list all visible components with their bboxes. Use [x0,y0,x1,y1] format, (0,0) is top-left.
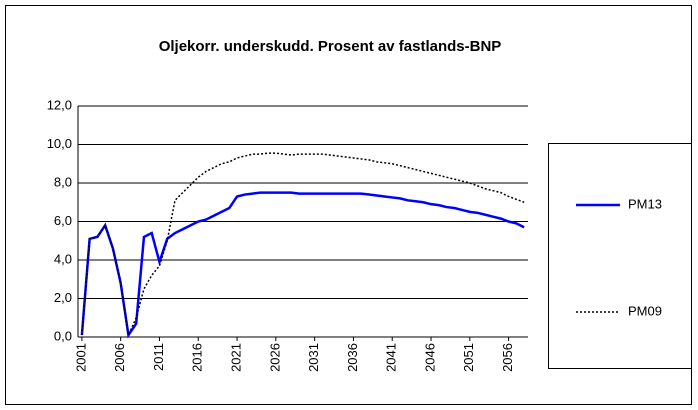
x-tick-label: 2001 [73,343,88,372]
y-tick-label: 8,0 [54,174,72,189]
x-tick-label: 2036 [345,343,360,372]
x-tick-label: 2041 [384,343,399,372]
x-tick-label: 2031 [306,343,321,372]
x-tick-label: 2026 [267,343,282,372]
legend-label: PM09 [628,303,662,318]
x-tick-label: 2006 [112,343,127,372]
legend-box [548,143,692,369]
y-tick-label: 4,0 [54,251,72,266]
x-tick-label: 2046 [422,343,437,372]
x-tick-label: 2011 [151,343,166,371]
x-tick-label: 2016 [190,343,205,372]
x-tick-label: 2056 [500,343,515,372]
y-tick-label: 6,0 [54,213,72,228]
y-tick-label: 0,0 [54,328,72,343]
series-line [81,152,525,338]
y-tick-label: 10,0 [47,136,72,151]
series-line [80,191,525,339]
chart-title: Oljekorr. underskudd. Prosent av fastlan… [159,38,502,55]
legend-label: PM13 [628,196,662,211]
y-tick-label: 2,0 [54,290,72,305]
x-tick-label: 2021 [228,343,243,372]
x-tick-label: 2051 [461,343,476,372]
y-tick-label: 12,0 [47,97,72,112]
